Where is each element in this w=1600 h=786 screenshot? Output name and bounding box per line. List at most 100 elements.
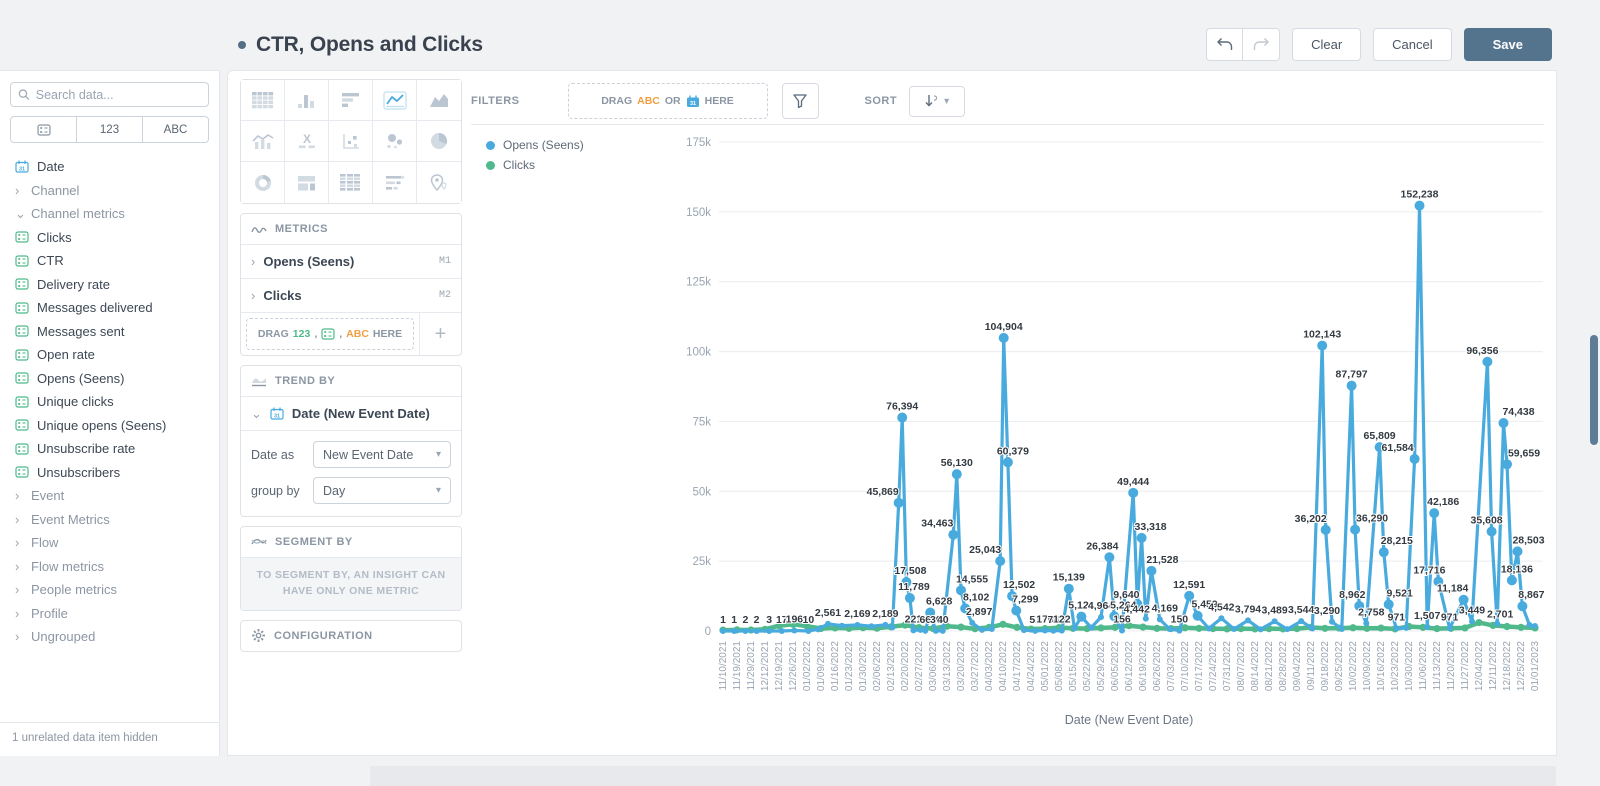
data-point[interactable] (1156, 616, 1163, 623)
data-point[interactable] (854, 621, 861, 628)
data-point[interactable] (1482, 356, 1493, 367)
data-point[interactable] (943, 622, 951, 630)
data-point[interactable] (1245, 617, 1251, 624)
search-box[interactable] (10, 82, 209, 107)
clear-button[interactable]: Clear (1292, 28, 1362, 61)
sidebar-group-flow-metrics[interactable]: › Flow metrics (0, 555, 219, 579)
data-point[interactable] (1257, 626, 1264, 633)
sidebar-item-unique-clicks[interactable]: Unique clicks (0, 390, 219, 414)
sidebar-item-messages-sent[interactable]: Messages sent (0, 320, 219, 344)
data-point[interactable] (1374, 442, 1385, 453)
data-point[interactable] (1088, 624, 1095, 631)
data-point[interactable] (815, 626, 822, 633)
data-point[interactable] (1414, 200, 1425, 211)
data-point[interactable] (1346, 380, 1357, 391)
data-point[interactable] (766, 627, 773, 634)
sidebar-group-event-metrics[interactable]: › Event Metrics (0, 508, 219, 532)
data-point[interactable] (1320, 524, 1331, 535)
data-point[interactable] (1021, 627, 1027, 634)
data-point[interactable] (1071, 625, 1078, 632)
metric-row-m2[interactable]: › Clicks M2 (241, 278, 461, 312)
data-point[interactable] (1011, 605, 1022, 616)
data-point[interactable] (1205, 625, 1212, 632)
data-point[interactable] (1042, 627, 1048, 634)
sidebar-group-flow[interactable]: › Flow (0, 531, 219, 555)
data-point[interactable] (1097, 624, 1105, 632)
data-point[interactable] (1136, 532, 1147, 543)
sidebar-item-opens-seens-[interactable]: Opens (Seens) (0, 367, 219, 391)
chart-type-pie-chart[interactable] (417, 121, 461, 162)
data-point[interactable] (1218, 615, 1225, 622)
configuration-panel[interactable]: CONFIGURATION (240, 619, 462, 652)
data-point[interactable] (1184, 590, 1195, 601)
chart-type-scatter-plot[interactable] (329, 121, 373, 162)
chart-type-map[interactable] (417, 162, 461, 203)
sidebar-item-date[interactable]: 31 Date (0, 155, 219, 179)
data-point[interactable] (1526, 621, 1533, 628)
data-point[interactable] (1429, 508, 1440, 519)
data-point[interactable] (1506, 575, 1517, 586)
data-point[interactable] (1146, 565, 1157, 576)
sidebar-group-channel-metrics[interactable]: ⌄ Channel metrics (0, 202, 219, 226)
data-point[interactable] (1494, 620, 1501, 627)
data-point[interactable] (1076, 611, 1087, 622)
data-point[interactable] (1383, 599, 1394, 610)
data-point[interactable] (1317, 340, 1328, 351)
sidebar-item-clicks[interactable]: Clicks (0, 226, 219, 250)
data-point[interactable] (1139, 623, 1147, 631)
data-point[interactable] (1192, 610, 1203, 621)
data-point[interactable] (1132, 599, 1143, 610)
data-point[interactable] (957, 623, 965, 631)
chart-type-pivot-table[interactable] (329, 162, 373, 203)
data-point[interactable] (1176, 627, 1183, 634)
data-point[interactable] (720, 627, 726, 634)
chart-type-column-chart[interactable] (285, 80, 329, 121)
data-point[interactable] (868, 623, 875, 630)
data-point[interactable] (1433, 576, 1444, 587)
data-point[interactable] (932, 627, 939, 634)
data-point[interactable] (1298, 618, 1305, 625)
sort-order-select[interactable]: ▾ (909, 85, 966, 117)
chart-type-combo-chart[interactable] (241, 121, 285, 162)
data-point[interactable] (1098, 614, 1104, 621)
filter-dropzone[interactable]: DRAG ABC OR 31 HERE (567, 83, 768, 119)
data-point[interactable] (1166, 626, 1173, 633)
chart-type-donut-chart[interactable] (241, 162, 285, 203)
data-point[interactable] (1517, 623, 1525, 631)
chart-type-funnel[interactable]: X (285, 121, 329, 162)
data-point[interactable] (1498, 417, 1509, 428)
chart-type-treemap[interactable] (285, 162, 329, 203)
data-point[interactable] (1119, 627, 1125, 634)
data-point[interactable] (789, 620, 797, 628)
data-point[interactable] (1517, 601, 1528, 612)
data-point[interactable] (1329, 618, 1335, 625)
data-point[interactable] (1469, 618, 1475, 625)
data-point[interactable] (1271, 618, 1278, 625)
data-point[interactable] (791, 627, 798, 634)
data-point[interactable] (1032, 627, 1039, 634)
data-point[interactable] (1363, 620, 1370, 627)
data-point[interactable] (897, 412, 908, 423)
sidebar-item-unsubscribe-rate[interactable]: Unsubscribe rate (0, 437, 219, 461)
data-point[interactable] (1195, 624, 1203, 632)
sidebar-item-unique-opens-seens-[interactable]: Unique opens (Seens) (0, 414, 219, 438)
data-point[interactable] (1338, 626, 1345, 633)
data-point[interactable] (910, 627, 917, 634)
data-point[interactable] (1512, 546, 1523, 557)
save-button[interactable]: Save (1463, 28, 1552, 61)
data-point[interactable] (1377, 624, 1385, 632)
data-point[interactable] (999, 620, 1007, 628)
data-point[interactable] (1393, 625, 1400, 632)
metric-row-m1[interactable]: › Opens (Seens) M1 (241, 244, 461, 278)
data-point[interactable] (1125, 622, 1133, 630)
data-point[interactable] (960, 603, 971, 614)
data-point[interactable] (1050, 627, 1057, 634)
data-point[interactable] (1223, 625, 1231, 633)
chart-type-line-chart-selected[interactable] (373, 80, 417, 121)
data-point[interactable] (742, 627, 749, 634)
tab-metric-fields[interactable] (11, 117, 77, 142)
data-point[interactable] (778, 627, 785, 634)
data-point[interactable] (1293, 625, 1301, 633)
data-point[interactable] (1002, 457, 1013, 468)
